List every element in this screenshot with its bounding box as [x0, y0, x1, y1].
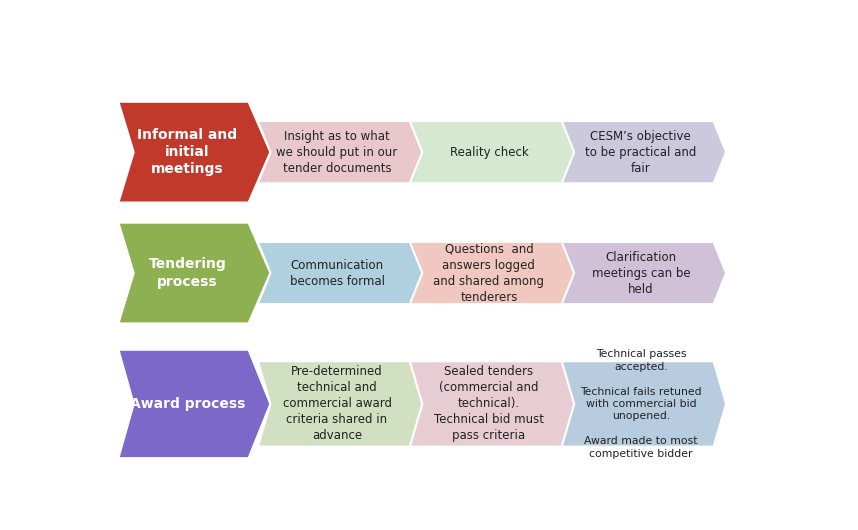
Polygon shape — [119, 223, 270, 323]
Text: Tendering
process: Tendering process — [148, 258, 227, 289]
Text: Insight as to what
we should put in our
tender documents: Insight as to what we should put in our … — [276, 130, 397, 175]
Text: Reality check: Reality check — [450, 146, 529, 158]
Text: Clarification
meetings can be
held: Clarification meetings can be held — [591, 251, 690, 296]
Polygon shape — [562, 242, 726, 304]
Polygon shape — [119, 102, 270, 202]
Polygon shape — [119, 350, 270, 458]
Polygon shape — [410, 361, 574, 446]
Text: Sealed tenders
(commercial and
technical).
Technical bid must
pass criteria: Sealed tenders (commercial and technical… — [434, 366, 544, 443]
Polygon shape — [562, 121, 726, 183]
Text: Pre-determined
technical and
commercial award
criteria shared in
advance: Pre-determined technical and commercial … — [282, 366, 391, 443]
Text: Award process: Award process — [130, 397, 245, 411]
Polygon shape — [562, 361, 726, 446]
Polygon shape — [258, 361, 422, 446]
Polygon shape — [258, 242, 422, 304]
Polygon shape — [410, 121, 574, 183]
Text: Technical passes
accepted.

Technical fails retuned
with commercial bid
unopened: Technical passes accepted. Technical fai… — [580, 349, 702, 458]
Text: Communication
becomes formal: Communication becomes formal — [289, 259, 384, 288]
Polygon shape — [410, 242, 574, 304]
Polygon shape — [258, 121, 422, 183]
Text: Questions  and
answers logged
and shared among
tenderers: Questions and answers logged and shared … — [433, 243, 545, 304]
Text: CESM’s objective
to be practical and
fair: CESM’s objective to be practical and fai… — [585, 130, 697, 175]
Text: Informal and
initial
meetings: Informal and initial meetings — [137, 128, 238, 176]
